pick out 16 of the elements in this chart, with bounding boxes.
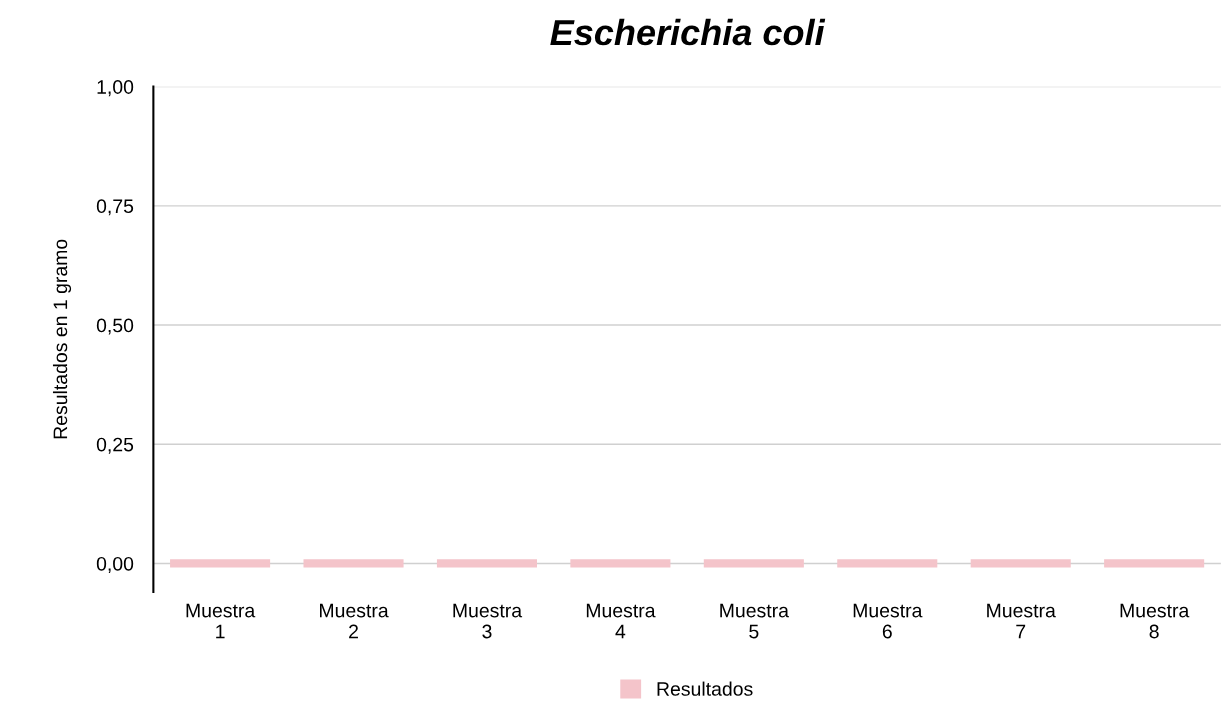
x-tick-label: Muestra 7 [987,603,1056,639]
x-tick-label: Muestra 3 [453,603,523,639]
x-tick-label: Muestra 6 [853,603,923,639]
y-tick-label: 0,00 [96,556,134,573]
y-tick-label: 1,00 [97,80,134,97]
x-tick-label: Muestra 2 [320,603,389,639]
y-tick-label: 0,50 [96,318,134,335]
y-axis-title: Resultados en 1 gramo [52,239,72,439]
x-tick-label: Muestra 4 [586,603,656,639]
chart-title: Escherichia coli [550,18,826,46]
legend-label: Resultados [657,681,753,696]
y-tick-label: 0,75 [96,199,134,216]
x-tick-label: Muestra 1 [186,603,256,639]
x-tick-label: Muestra 5 [720,603,789,639]
x-tick-label: Muestra 8 [1120,603,1190,639]
y-tick-label: 0,25 [96,437,134,454]
